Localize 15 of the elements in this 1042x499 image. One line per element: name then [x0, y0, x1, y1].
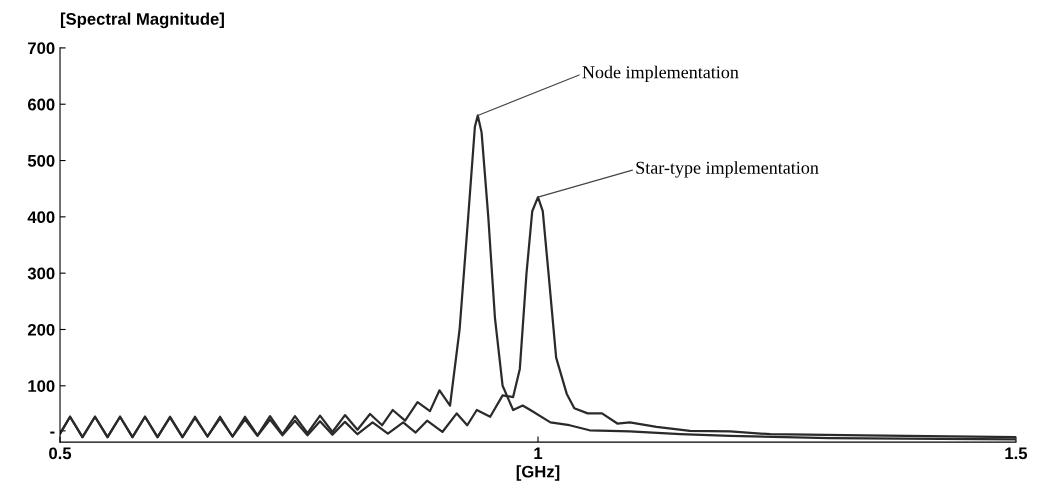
x-tick-label: 0.5 — [49, 447, 72, 460]
y-tick-label: 600 — [27, 98, 55, 111]
y-tick-label: 700 — [28, 42, 55, 55]
annotation: Node implementation — [582, 65, 739, 82]
y-tick-label: - — [50, 431, 55, 434]
x-tick-label: 1 — [534, 447, 543, 460]
y-tick-label: 100 — [28, 380, 55, 392]
x-axis-title: [GHz] — [516, 465, 560, 481]
x-tick-label: 1.5 — [1005, 447, 1028, 460]
y-tick-label: 400 — [27, 211, 55, 224]
y-tick-label: 500 — [27, 154, 55, 167]
y-tick-label: 300 — [27, 267, 55, 280]
y-axis-title: [Spectral Magnitude] — [60, 12, 224, 29]
y-tick-label: 200 — [27, 323, 55, 336]
annotation: Star-type implementation — [636, 161, 819, 178]
